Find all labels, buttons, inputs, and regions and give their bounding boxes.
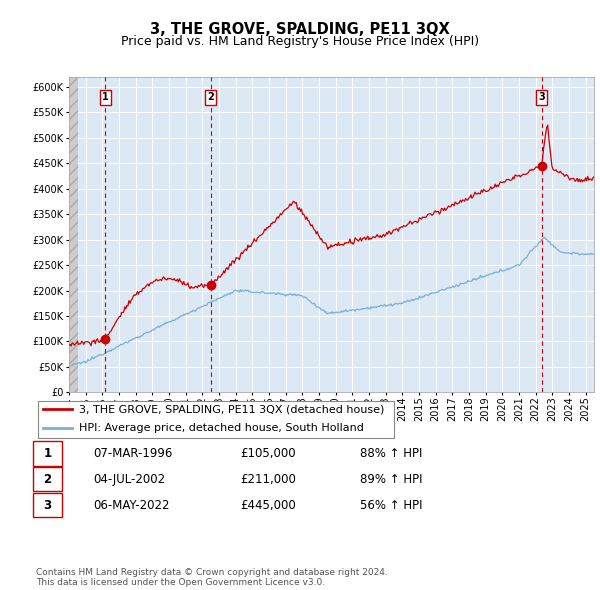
- Text: Contains HM Land Registry data © Crown copyright and database right 2024.
This d: Contains HM Land Registry data © Crown c…: [36, 568, 388, 587]
- Text: 04-JUL-2002: 04-JUL-2002: [93, 473, 165, 486]
- Text: HPI: Average price, detached house, South Holland: HPI: Average price, detached house, Sout…: [79, 422, 364, 432]
- Text: 1: 1: [102, 92, 109, 102]
- Bar: [69, 77, 77, 392]
- Text: 2: 2: [207, 92, 214, 102]
- Text: 07-MAR-1996: 07-MAR-1996: [93, 447, 172, 460]
- FancyBboxPatch shape: [33, 493, 62, 517]
- FancyBboxPatch shape: [33, 441, 62, 466]
- Text: £211,000: £211,000: [240, 473, 296, 486]
- Text: 88% ↑ HPI: 88% ↑ HPI: [360, 447, 422, 460]
- Text: 3: 3: [43, 499, 52, 512]
- Text: 1: 1: [43, 447, 52, 460]
- Text: 89% ↑ HPI: 89% ↑ HPI: [360, 473, 422, 486]
- Text: 2: 2: [43, 473, 52, 486]
- Text: 3: 3: [538, 92, 545, 102]
- Text: 3, THE GROVE, SPALDING, PE11 3QX: 3, THE GROVE, SPALDING, PE11 3QX: [150, 22, 450, 37]
- Text: £445,000: £445,000: [240, 499, 296, 512]
- Text: Price paid vs. HM Land Registry's House Price Index (HPI): Price paid vs. HM Land Registry's House …: [121, 35, 479, 48]
- Text: £105,000: £105,000: [240, 447, 296, 460]
- Text: 06-MAY-2022: 06-MAY-2022: [93, 499, 170, 512]
- Text: 3, THE GROVE, SPALDING, PE11 3QX (detached house): 3, THE GROVE, SPALDING, PE11 3QX (detach…: [79, 405, 385, 414]
- FancyBboxPatch shape: [38, 401, 394, 438]
- FancyBboxPatch shape: [33, 467, 62, 491]
- Text: 56% ↑ HPI: 56% ↑ HPI: [360, 499, 422, 512]
